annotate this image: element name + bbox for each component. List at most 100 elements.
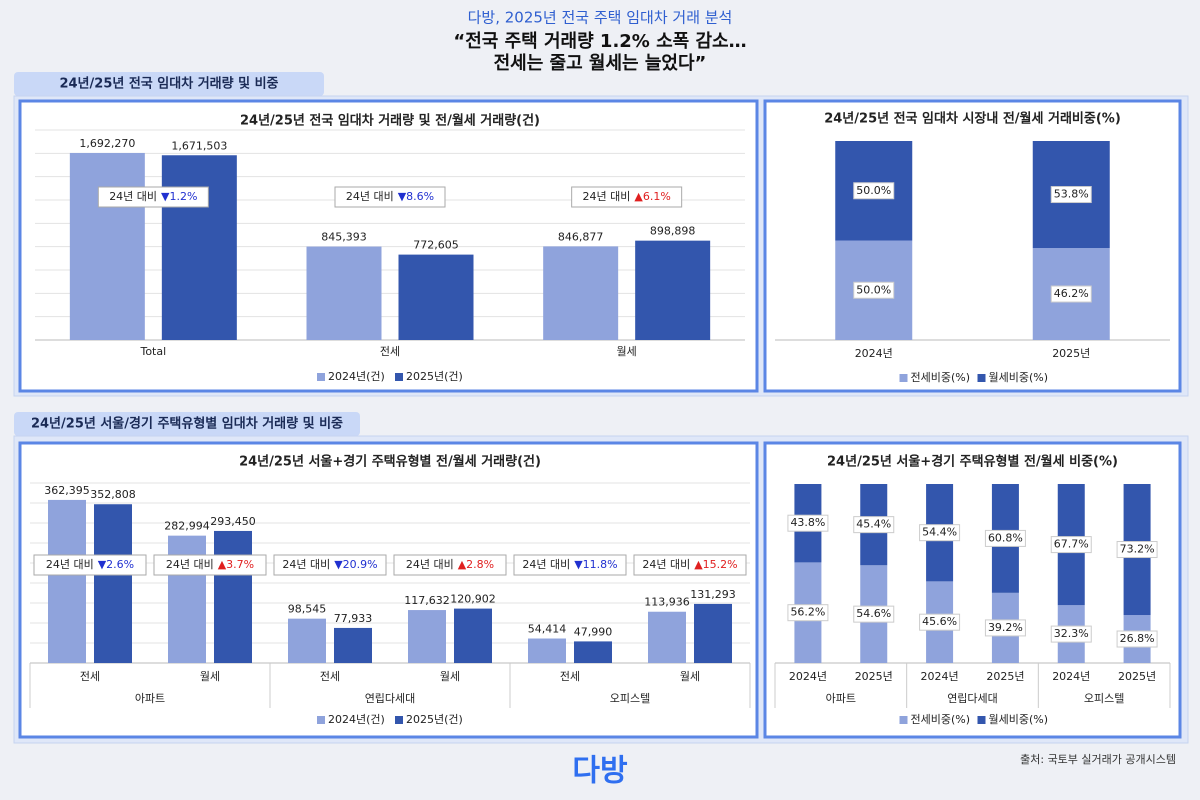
annotation-box	[33, 554, 147, 576]
legend-swatch	[317, 373, 325, 381]
label-box	[853, 516, 895, 534]
data-label: 282,994	[164, 520, 210, 533]
label-box	[787, 604, 829, 622]
bar	[694, 603, 732, 663]
x-tick-label: 월세	[200, 670, 220, 683]
data-label: 47,990	[574, 625, 613, 638]
label-box	[787, 514, 829, 532]
label-box	[1050, 285, 1092, 303]
data-label: 73.2%	[1120, 543, 1155, 556]
annotation-box	[273, 554, 387, 576]
legend-label: 2025년(건)	[406, 370, 463, 383]
annotation-change: ▼11.8%	[574, 558, 617, 571]
annotation: 24년 대비 ▲3.7%	[166, 558, 254, 571]
annotation: 24년 대비 ▲2.8%	[406, 558, 494, 571]
data-label: 60.8%	[988, 531, 1023, 544]
data-label: 54.4%	[922, 526, 957, 539]
data-label: 54,414	[528, 623, 567, 636]
chart-title: 24년/25년 서울+경기 주택유형별 전/월세 거래량(건)	[239, 454, 541, 470]
chart-frame	[763, 441, 1182, 739]
bar	[306, 246, 382, 340]
headline: “전국 주택 거래량 1.2% 소폭 감소…	[453, 31, 746, 52]
annotation: 24년 대비 ▼1.2%	[109, 190, 197, 203]
annotation: 24년 대비 ▼11.8%	[522, 558, 617, 571]
annotation-box	[571, 186, 683, 208]
legend-swatch	[977, 374, 986, 382]
bar	[454, 608, 492, 663]
bar	[69, 152, 145, 340]
annotation: 24년 대비 ▲15.2%	[642, 558, 737, 571]
chart-frame	[763, 99, 1182, 393]
x-tick-label: 2025년	[986, 670, 1024, 683]
annotation-box	[633, 554, 747, 576]
bar	[408, 610, 446, 663]
bar	[288, 618, 326, 663]
chart-title: 24년/25년 전국 임대차 거래량 및 전/월세 거래량(건)	[240, 113, 540, 129]
headline: 전세는 줄고 월세는 늘었다”	[494, 53, 707, 74]
section-tab	[14, 72, 324, 96]
x-tick-label: 2024년	[921, 670, 959, 683]
chart-title: 24년/25년 전국 임대차 시장내 전/월세 거래비중(%)	[824, 111, 1121, 127]
x-tick-label: 전세	[560, 670, 580, 683]
bar	[648, 611, 686, 663]
annotation-change: ▲2.8%	[458, 558, 494, 571]
label-box	[984, 619, 1026, 637]
annotation-change: ▼20.9%	[334, 558, 377, 571]
data-label: 53.8%	[1054, 188, 1089, 201]
subtitle: 다방, 2025년 전국 주택 임대차 거래 분석	[468, 9, 733, 27]
annotation-box	[513, 554, 627, 576]
data-label: 898,898	[650, 225, 696, 238]
label-box	[1116, 630, 1158, 648]
bar	[543, 246, 619, 340]
group-label: 아파트	[826, 692, 856, 705]
group-label: 아파트	[135, 692, 165, 705]
legend-swatch	[395, 716, 403, 724]
annotation-change: ▲15.2%	[694, 558, 737, 571]
bar	[161, 155, 237, 340]
data-label: 54.6%	[856, 607, 891, 620]
annotation: 24년 대비 ▲6.1%	[583, 190, 671, 203]
label-box	[1116, 541, 1158, 559]
annotation: 24년 대비 ▼2.6%	[46, 558, 134, 571]
label-box	[1050, 536, 1092, 554]
x-tick-label: 2025년	[1118, 670, 1156, 683]
annotation-text: 24년 대비	[166, 558, 214, 571]
group-label: 연립다세대	[947, 692, 998, 705]
group-label: 오피스텔	[610, 692, 650, 705]
annotation-change: ▼8.6%	[398, 190, 434, 203]
bar	[334, 627, 372, 663]
data-label: 45.6%	[922, 615, 957, 628]
annotation-text: 24년 대비	[583, 190, 631, 203]
logo: 다방	[572, 754, 628, 789]
bar	[48, 499, 86, 663]
data-label: 56.2%	[790, 606, 825, 619]
group-label: 오피스텔	[1084, 692, 1124, 705]
data-label: 50.0%	[856, 283, 891, 296]
x-tick-label: 전세	[380, 345, 400, 358]
data-label: 846,877	[558, 230, 604, 243]
x-tick-label: 2025년	[1052, 347, 1090, 360]
bar	[214, 530, 252, 663]
legend-swatch	[317, 716, 325, 724]
legend-swatch	[395, 373, 403, 381]
x-tick-label: 2024년	[789, 670, 827, 683]
label-box	[853, 605, 895, 623]
annotation-text: 24년 대비	[406, 558, 454, 571]
source: 출처: 국토부 실거래가 공개시스템	[1020, 753, 1176, 766]
chart-title: 24년/25년 서울+경기 주택유형별 전/월세 비중(%)	[827, 454, 1118, 470]
section-title: 24년/25년 서울/경기 주택유형별 임대차 거래량 및 비중	[31, 416, 343, 432]
data-label: 117,632	[404, 594, 450, 607]
data-label: 772,605	[413, 239, 459, 252]
data-label: 1,671,503	[171, 139, 227, 152]
x-tick-label: 월세	[680, 670, 700, 683]
data-label: 77,933	[334, 612, 373, 625]
bar	[574, 641, 612, 663]
annotation-change: ▼2.6%	[98, 558, 134, 571]
legend-label: 2025년(건)	[406, 713, 463, 726]
data-label: 131,293	[690, 588, 736, 601]
annotation-box	[97, 186, 209, 208]
data-label: 293,450	[210, 515, 256, 528]
data-label: 39.2%	[988, 621, 1023, 634]
